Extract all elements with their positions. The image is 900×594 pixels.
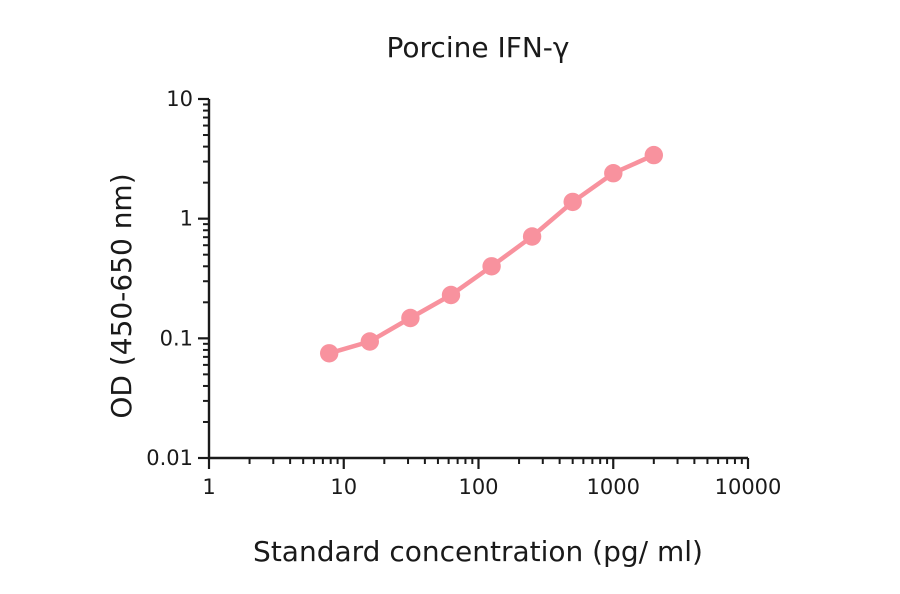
data-point bbox=[604, 164, 623, 183]
axes bbox=[207, 99, 748, 460]
x-axis-title: Standard concentration (pg/ ml) bbox=[253, 535, 703, 568]
x-tick-label: 100 bbox=[458, 475, 498, 499]
data-point bbox=[441, 285, 461, 305]
data-point bbox=[320, 344, 339, 363]
y-axis-title: OD (450-650 nm) bbox=[105, 173, 138, 418]
series-line bbox=[326, 152, 657, 356]
data-point bbox=[360, 332, 379, 351]
data-point bbox=[644, 145, 663, 165]
data-point bbox=[401, 308, 420, 328]
y-axis-ticks: 0.01 0.1 1 10 bbox=[146, 87, 209, 470]
x-tick-label: 1 bbox=[202, 475, 215, 499]
x-tick-label: 10 bbox=[330, 475, 357, 499]
y-tick-label: 1 bbox=[180, 207, 193, 231]
x-tick-label: 1000 bbox=[587, 475, 640, 499]
data-point bbox=[563, 192, 582, 212]
x-tick-label: 10000 bbox=[715, 475, 782, 499]
data-series bbox=[320, 145, 663, 363]
chart-title: Porcine IFN-γ bbox=[387, 31, 570, 64]
axis-spines bbox=[207, 99, 748, 460]
y-tick-label: 0.1 bbox=[160, 326, 193, 350]
x-axis-ticks: 1 10 100 1000 10000 bbox=[202, 458, 781, 499]
y-tick-label: 0.01 bbox=[146, 446, 193, 470]
y-tick-label: 10 bbox=[166, 87, 193, 111]
data-point bbox=[522, 227, 542, 246]
data-point bbox=[482, 257, 501, 276]
